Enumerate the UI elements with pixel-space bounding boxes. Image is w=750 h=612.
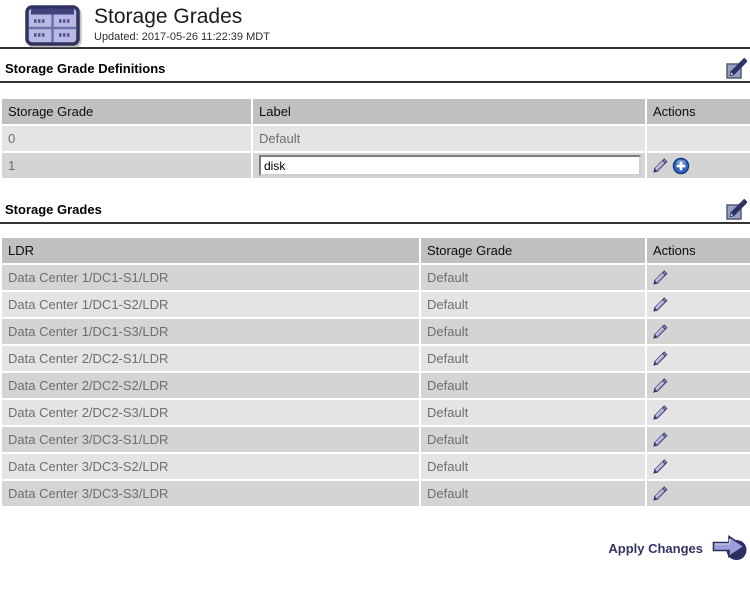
actions-cell <box>645 317 750 346</box>
pencil-icon[interactable] <box>651 350 668 367</box>
storage-grade-row: Data Center 3/DC3-S2/LDR Default <box>0 452 750 481</box>
storage-grade-row: Data Center 1/DC1-S2/LDR Default <box>0 290 750 319</box>
storage-grades-grid-icon <box>25 5 82 47</box>
header-divider <box>0 47 750 49</box>
storage-grade-cell: Default <box>419 479 647 508</box>
storage-grade-cell: Default <box>419 452 647 481</box>
label-cell <box>251 151 647 180</box>
actions-cell <box>645 398 750 427</box>
ldr-cell: Data Center 2/DC2-S3/LDR <box>0 398 421 427</box>
apply-changes-label: Apply Changes <box>608 541 703 556</box>
storage-grade-cell: Default <box>419 290 647 319</box>
storage-grades-table: LDR Storage Grade Actions Data Center 1/… <box>0 236 750 508</box>
edit-section-icon[interactable] <box>726 198 747 220</box>
definitions-tbody: 0 Default 1 <box>0 124 750 180</box>
grades-header-row: LDR Storage Grade Actions <box>0 236 750 265</box>
ldr-cell: Data Center 2/DC2-S1/LDR <box>0 344 421 373</box>
pencil-icon[interactable] <box>651 485 668 502</box>
storage-grade-row: Data Center 1/DC1-S1/LDR Default <box>0 263 750 292</box>
section-storage-grades: Storage Grades LDR Storage Grade Actions… <box>0 180 750 508</box>
column-header-label: Label <box>251 97 647 126</box>
pencil-icon[interactable] <box>651 458 668 475</box>
ldr-cell: Data Center 1/DC1-S3/LDR <box>0 317 421 346</box>
page-header: Storage Grades Updated: 2017-05-26 11:22… <box>0 0 750 47</box>
definitions-section-title: Storage Grade Definitions <box>5 60 166 76</box>
section-divider <box>0 81 750 83</box>
apply-arrow-icon[interactable] <box>710 532 747 565</box>
storage-grade-cell: Default <box>419 317 647 346</box>
actions-cell <box>645 124 750 153</box>
updated-timestamp: Updated: 2017-05-26 11:22:39 MDT <box>94 31 270 44</box>
actions-cell <box>645 452 750 481</box>
storage-grade-cell: 0 <box>0 124 253 153</box>
storage-grade-cell: Default <box>419 344 647 373</box>
column-header-actions: Actions <box>645 97 750 126</box>
pencil-icon[interactable] <box>651 157 668 174</box>
storage-grade-row: Data Center 3/DC3-S3/LDR Default <box>0 479 750 508</box>
pencil-icon[interactable] <box>651 323 668 340</box>
pencil-icon[interactable] <box>651 404 668 421</box>
column-header-actions: Actions <box>645 236 750 265</box>
page-title: Storage Grades <box>94 5 243 28</box>
pencil-icon[interactable] <box>651 377 668 394</box>
ldr-cell: Data Center 3/DC3-S2/LDR <box>0 452 421 481</box>
ldr-cell: Data Center 1/DC1-S1/LDR <box>0 263 421 292</box>
actions-cell <box>645 263 750 292</box>
definition-row: 1 <box>0 151 750 180</box>
storage-grade-definitions-table: Storage Grade Label Actions 0 Default 1 <box>0 97 750 180</box>
section-divider <box>0 222 750 224</box>
ldr-cell: Data Center 3/DC3-S1/LDR <box>0 425 421 454</box>
ldr-cell: Data Center 3/DC3-S3/LDR <box>0 479 421 508</box>
actions-cell <box>645 151 750 180</box>
plus-icon[interactable] <box>672 157 690 175</box>
storage-grade-cell: Default <box>419 371 647 400</box>
ldr-cell: Data Center 2/DC2-S2/LDR <box>0 371 421 400</box>
edit-section-icon[interactable] <box>726 57 747 79</box>
actions-cell <box>645 371 750 400</box>
storage-grade-cell: Default <box>419 398 647 427</box>
column-header-storage-grade: Storage Grade <box>419 236 647 265</box>
storage-grade-row: Data Center 2/DC2-S3/LDR Default <box>0 398 750 427</box>
column-header-ldr: LDR <box>0 236 421 265</box>
apply-changes-button[interactable]: Apply Changes <box>0 532 750 565</box>
actions-cell <box>645 479 750 508</box>
pencil-icon[interactable] <box>651 431 668 448</box>
column-header-storage-grade: Storage Grade <box>0 97 253 126</box>
actions-cell <box>645 290 750 319</box>
grades-tbody: Data Center 1/DC1-S1/LDR Default Data Cent… <box>0 263 750 508</box>
section-storage-grade-definitions: Storage Grade Definitions Storage Grade … <box>0 49 750 180</box>
pencil-icon[interactable] <box>651 296 668 313</box>
label-input[interactable] <box>259 155 641 176</box>
storage-grade-cell: Default <box>419 425 647 454</box>
storage-grade-cell: Default <box>419 263 647 292</box>
storage-grade-cell: 1 <box>0 151 253 180</box>
definitions-header-row: Storage Grade Label Actions <box>0 97 750 126</box>
page-header-text: Storage Grades Updated: 2017-05-26 11:22… <box>94 5 270 43</box>
storage-grade-row: Data Center 3/DC3-S1/LDR Default <box>0 425 750 454</box>
storage-grade-row: Data Center 2/DC2-S1/LDR Default <box>0 344 750 373</box>
grades-section-title: Storage Grades <box>5 201 102 217</box>
section-bar-definitions: Storage Grade Definitions <box>0 49 750 81</box>
section-bar-grades: Storage Grades <box>0 180 750 222</box>
storage-grade-row: Data Center 2/DC2-S2/LDR Default <box>0 371 750 400</box>
pencil-icon[interactable] <box>651 269 668 286</box>
actions-cell <box>645 344 750 373</box>
definition-row: 0 Default <box>0 124 750 153</box>
actions-cell <box>645 425 750 454</box>
storage-grade-row: Data Center 1/DC1-S3/LDR Default <box>0 317 750 346</box>
label-cell: Default <box>251 124 647 153</box>
ldr-cell: Data Center 1/DC1-S2/LDR <box>0 290 421 319</box>
